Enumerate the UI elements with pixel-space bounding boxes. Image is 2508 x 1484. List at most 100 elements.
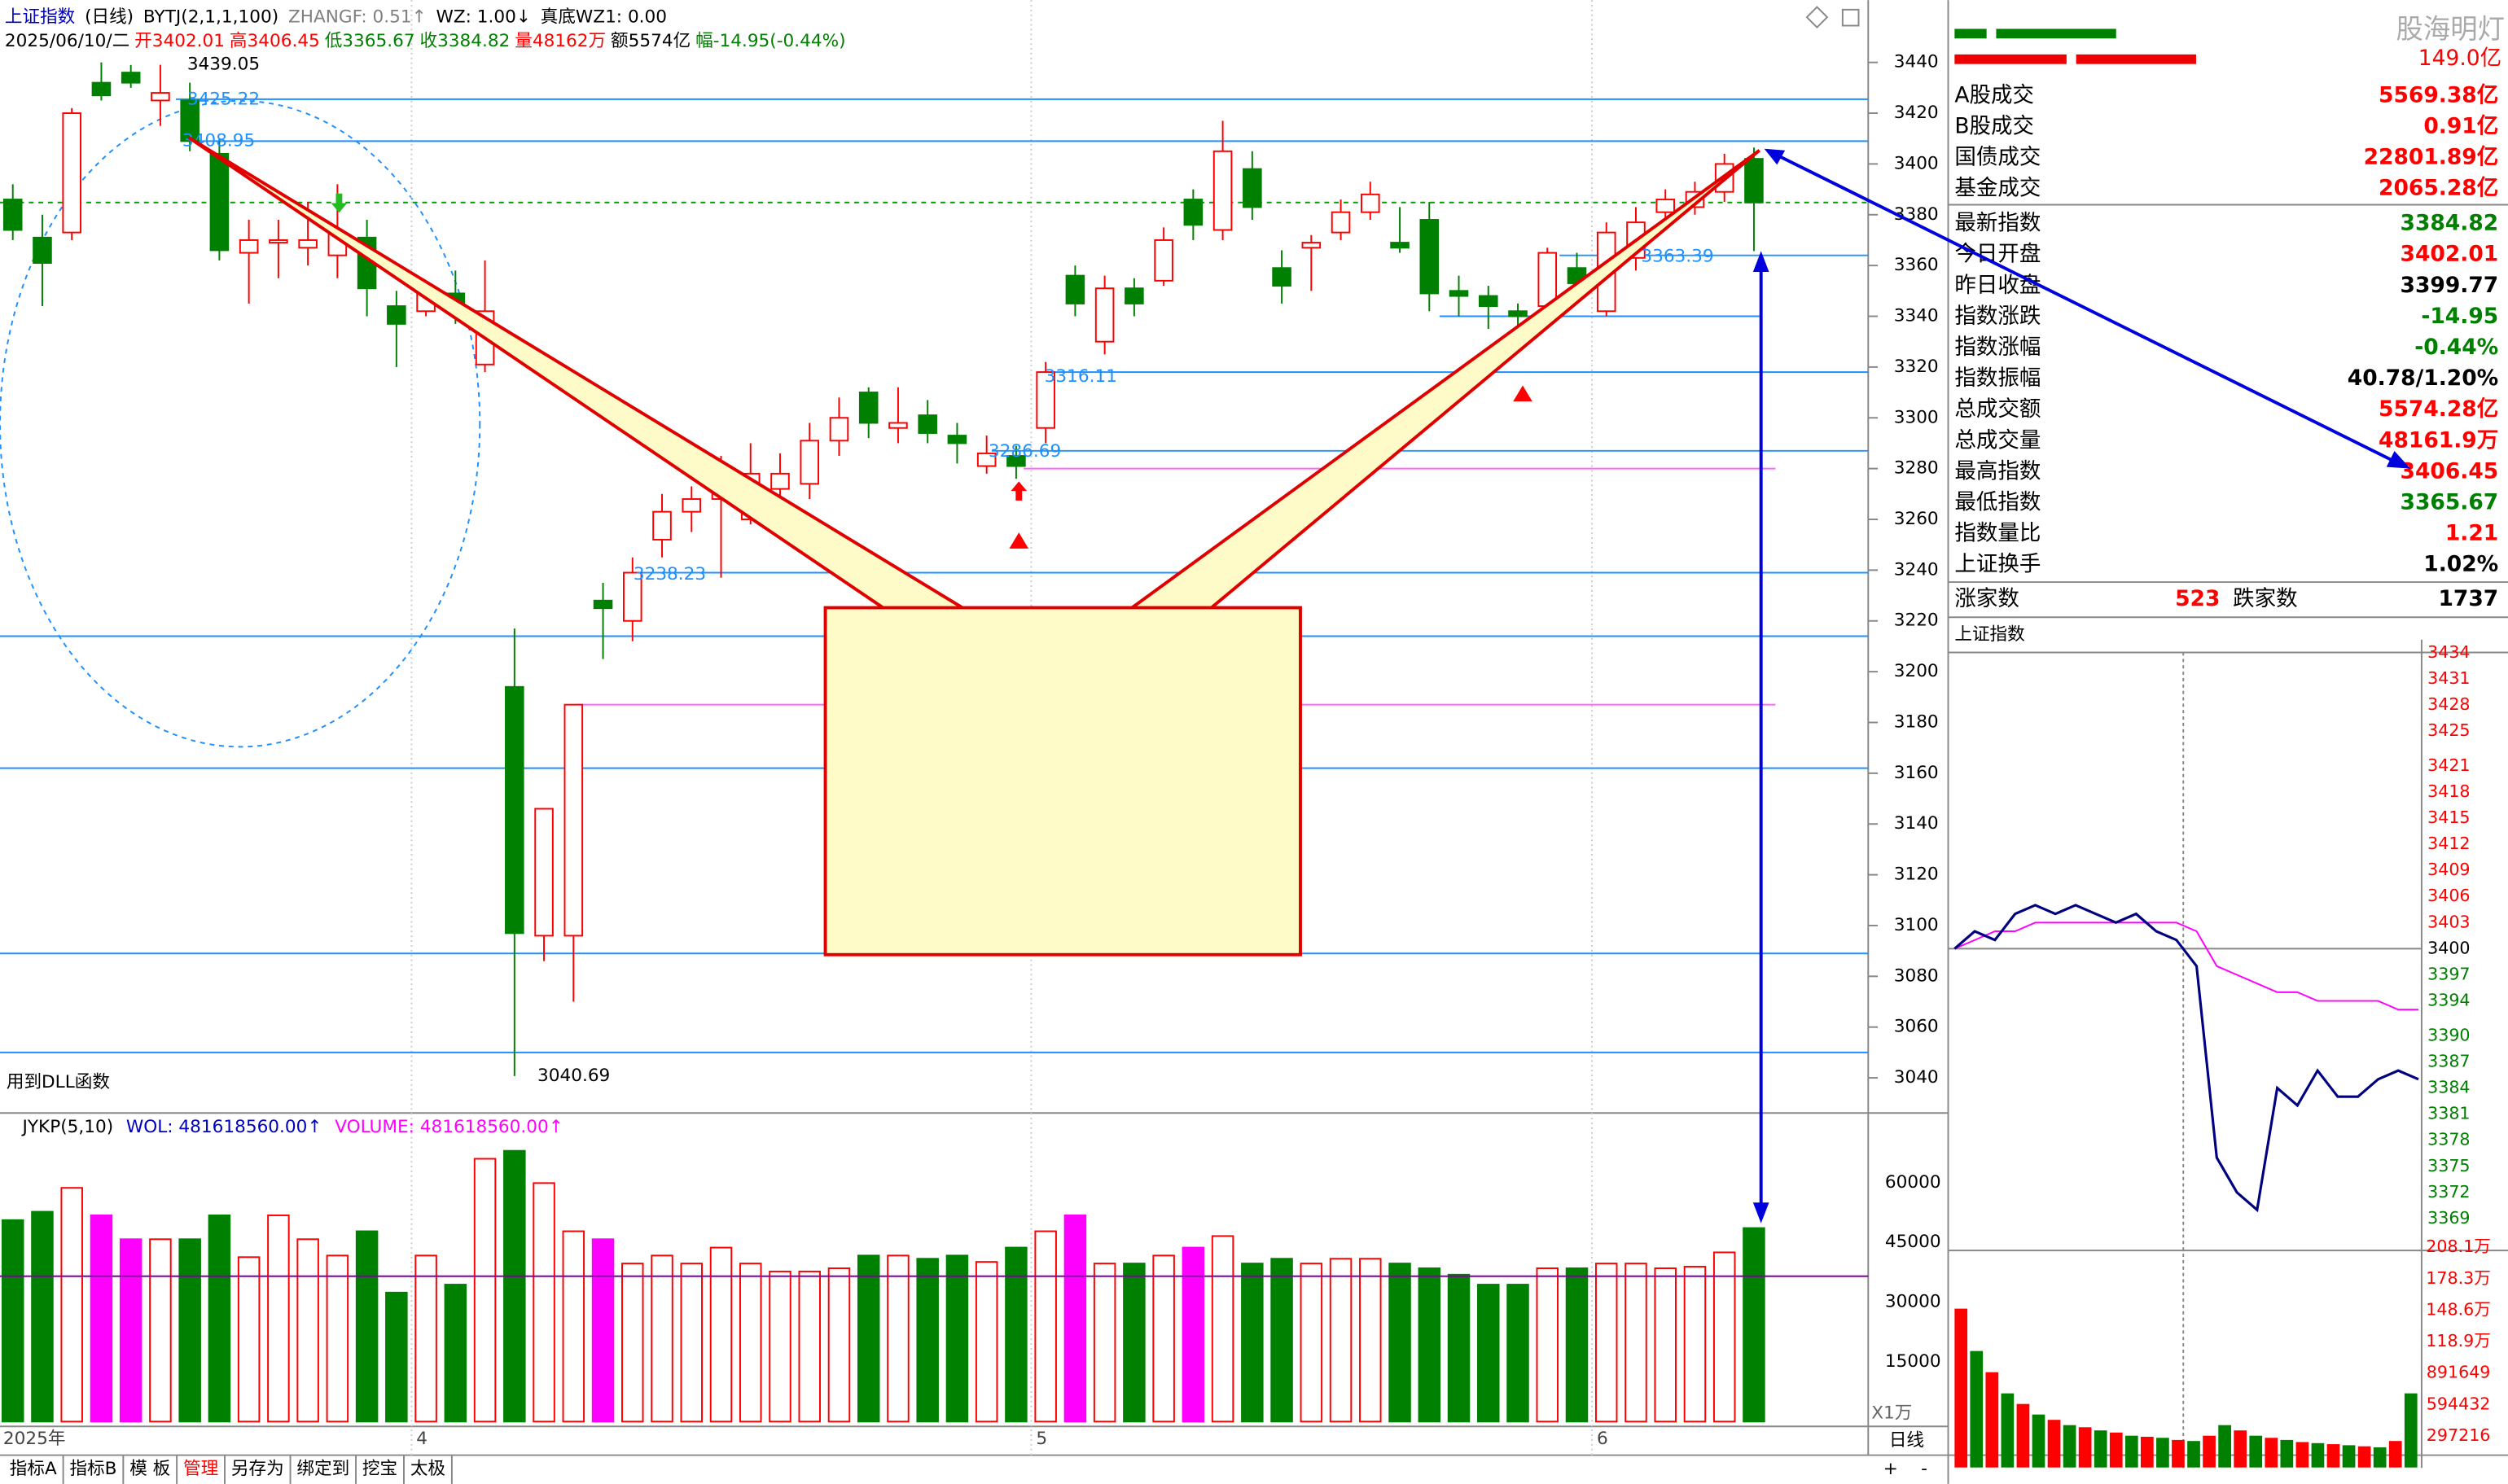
zoom-in[interactable]: + bbox=[1883, 1459, 1898, 1479]
x-tick-label: 2025年 bbox=[3, 1429, 66, 1449]
tab[interactable]: 太极 bbox=[410, 1459, 445, 1479]
mini-vol-bar bbox=[2187, 1441, 2200, 1468]
stat-label: 总成交量 bbox=[1954, 427, 2041, 453]
header-text: BYTJ(2,1,1,100) bbox=[143, 7, 278, 28]
candle-body bbox=[1478, 295, 1498, 308]
mini-tick-label: 3425 bbox=[2427, 720, 2470, 740]
volume-bar bbox=[1654, 1267, 1677, 1423]
volume-bar bbox=[1712, 1251, 1736, 1423]
candle-body bbox=[180, 99, 200, 142]
mini-vol-bar bbox=[1985, 1372, 1999, 1468]
mini-tick-label: 3403 bbox=[2427, 912, 2470, 931]
candle-body bbox=[1183, 199, 1204, 226]
volume-bar bbox=[1418, 1267, 1441, 1423]
volume-bar bbox=[208, 1214, 231, 1423]
mini-tick-label: 3372 bbox=[2427, 1182, 2470, 1202]
period-tab[interactable]: 日线 bbox=[1889, 1430, 1924, 1451]
mini-vol-bar bbox=[2218, 1425, 2231, 1468]
stat-label: 指数振幅 bbox=[1954, 366, 2041, 391]
mini-vol-bar bbox=[2172, 1439, 2185, 1468]
candle-body bbox=[1301, 242, 1322, 249]
mini-vol-tick: 118.9万 bbox=[2426, 1331, 2491, 1350]
tab[interactable]: 绑定到 bbox=[296, 1459, 349, 1479]
volume-bar bbox=[60, 1187, 83, 1423]
stat-label: 指数涨跌 bbox=[1954, 304, 2041, 329]
arrow-head bbox=[2386, 451, 2411, 469]
mini-tick-label: 3394 bbox=[2427, 991, 2470, 1010]
tab[interactable]: 另存为 bbox=[231, 1459, 284, 1479]
volume-bar bbox=[1683, 1266, 1707, 1423]
tab[interactable]: 挖宝 bbox=[362, 1459, 397, 1479]
stat-value: 1.02% bbox=[2423, 552, 2498, 577]
header-text: 幅-14.95(-0.44%) bbox=[695, 31, 845, 51]
icon[interactable] bbox=[1841, 8, 1860, 27]
volume-unit: X1万 bbox=[1871, 1403, 1912, 1424]
header-text: WOL: 481618560.00↑ bbox=[126, 1117, 322, 1137]
y-tick-label: 3120 bbox=[1894, 865, 1939, 885]
tab[interactable]: 管理 bbox=[183, 1459, 218, 1479]
volume-bar bbox=[178, 1238, 201, 1423]
volume-bar bbox=[355, 1230, 379, 1423]
y-tick-label: 3180 bbox=[1894, 711, 1939, 732]
candle-body bbox=[1036, 371, 1055, 429]
y-tick-label: 3200 bbox=[1894, 661, 1939, 681]
header-text: 2025/06/10/二 bbox=[5, 31, 129, 51]
bar-indicator bbox=[2076, 54, 2196, 64]
stat-label: 昨日收盘 bbox=[1954, 273, 2041, 298]
candle-body bbox=[1537, 252, 1558, 308]
volume-bar bbox=[385, 1291, 408, 1423]
volume-bar bbox=[1536, 1267, 1559, 1423]
tab[interactable]: 指标A bbox=[10, 1459, 57, 1479]
arrow-head bbox=[1752, 251, 1769, 272]
tab[interactable]: 模 板 bbox=[129, 1459, 170, 1479]
stat-value: 48161.9万 bbox=[2379, 427, 2498, 453]
mini-vol-bar bbox=[2388, 1441, 2402, 1468]
mini-vol-tick: 148.6万 bbox=[2426, 1299, 2491, 1319]
mini-tick-label: 3375 bbox=[2427, 1156, 2470, 1175]
brand-value: 149.0亿 bbox=[2418, 46, 2501, 71]
candle-body bbox=[2, 199, 23, 231]
volume-bar bbox=[621, 1263, 644, 1423]
tab[interactable]: 指标B bbox=[69, 1459, 116, 1479]
header-text: 高3406.45 bbox=[230, 31, 320, 51]
stat-value: 2065.28亿 bbox=[2379, 176, 2498, 201]
icon[interactable] bbox=[1805, 6, 1829, 28]
volume-bar bbox=[31, 1210, 54, 1423]
stat-value: 5569.38亿 bbox=[2379, 82, 2498, 107]
mini-tick-label: 3406 bbox=[2427, 886, 2470, 905]
volume-bar bbox=[1624, 1263, 1647, 1423]
mini-tick-label: 3421 bbox=[2427, 755, 2470, 775]
volume-bar bbox=[90, 1214, 113, 1423]
volume-bar bbox=[237, 1256, 261, 1423]
mini-tick-label: 3434 bbox=[2427, 642, 2470, 662]
zoom-out[interactable]: - bbox=[1921, 1459, 1927, 1479]
stat-value: 1.21 bbox=[2445, 521, 2498, 546]
stat-value: 40.78/1.20% bbox=[2348, 366, 2498, 391]
volume-bar bbox=[1300, 1263, 1323, 1423]
candle-body bbox=[1419, 219, 1440, 295]
stat-value: -14.95 bbox=[2421, 304, 2498, 329]
volume-bar bbox=[1182, 1246, 1205, 1423]
candle-body bbox=[770, 472, 790, 490]
mini-tick-label: 3431 bbox=[2427, 668, 2470, 688]
volume-bar bbox=[1005, 1246, 1028, 1423]
y-tick-label: 3080 bbox=[1894, 965, 1939, 986]
y-tick-label: 3220 bbox=[1894, 611, 1939, 631]
volume-bar bbox=[473, 1158, 497, 1423]
volume-bar bbox=[975, 1261, 998, 1423]
candle-body bbox=[298, 239, 318, 249]
candle-body bbox=[858, 392, 879, 424]
volume-bar bbox=[651, 1254, 673, 1423]
mini-vol-bar bbox=[2203, 1435, 2216, 1468]
volume-bar bbox=[503, 1149, 526, 1423]
stat-value: 3365.67 bbox=[2401, 490, 2499, 515]
candle-body bbox=[918, 414, 937, 434]
bar-indicator bbox=[1954, 54, 2067, 64]
candle-body bbox=[209, 152, 230, 252]
stat-label: 上证换手 bbox=[1954, 552, 2041, 577]
candle-body bbox=[239, 239, 259, 254]
volume-bar bbox=[1477, 1284, 1500, 1423]
candle-body bbox=[947, 435, 967, 444]
mini-vol-bar bbox=[1970, 1350, 1984, 1468]
